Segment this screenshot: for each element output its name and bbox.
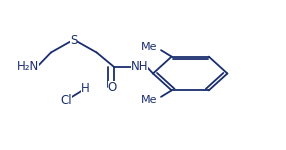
Text: Cl: Cl: [60, 94, 72, 107]
Text: H: H: [81, 82, 90, 95]
Text: NH: NH: [131, 60, 148, 73]
Text: S: S: [70, 34, 78, 46]
Text: O: O: [108, 81, 117, 94]
Text: Me: Me: [141, 42, 158, 52]
Text: H₂N: H₂N: [17, 60, 39, 73]
Text: Me: Me: [141, 95, 158, 105]
